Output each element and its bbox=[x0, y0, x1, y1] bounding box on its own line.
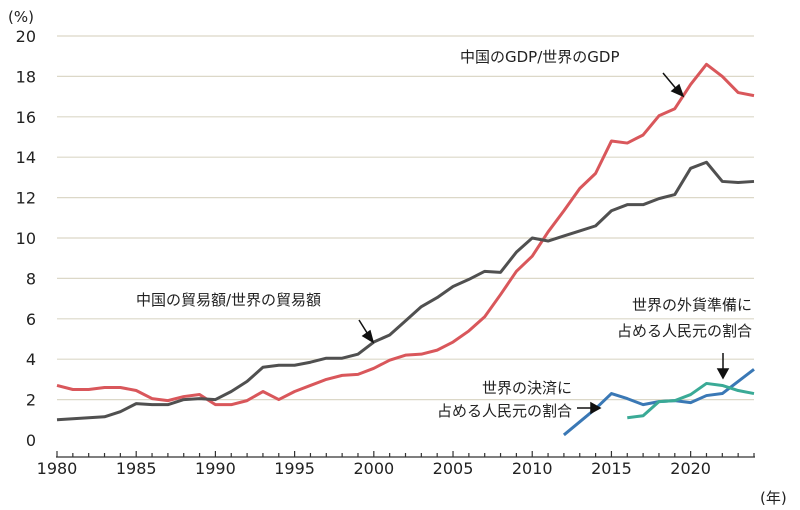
y-tick-label: 4 bbox=[26, 350, 36, 369]
x-tick-label: 2015 bbox=[591, 459, 632, 478]
x-tick-label: 2010 bbox=[512, 459, 553, 478]
x-tick-label: 1980 bbox=[37, 459, 78, 478]
y-tick-label: 14 bbox=[16, 148, 36, 167]
y-tick-label: 18 bbox=[16, 67, 36, 86]
annotation-trade: 中国の貿易額/世界の貿易額 bbox=[136, 291, 321, 309]
annotation-reserves-1: 世界の外貨準備に bbox=[632, 296, 752, 314]
annotation-payments-2: 占める人民元の割合 bbox=[437, 402, 572, 420]
x-tick-label: 2000 bbox=[353, 459, 394, 478]
series-line-1 bbox=[56, 160, 755, 422]
y-tick-label: 2 bbox=[26, 391, 36, 410]
y-tick-label: 12 bbox=[16, 189, 36, 208]
y-tick-label: 10 bbox=[16, 229, 36, 248]
arrowhead-gdp bbox=[670, 83, 685, 98]
y-tick-label: 16 bbox=[16, 108, 36, 127]
series-line-3 bbox=[627, 381, 755, 420]
x-tick-label: 2005 bbox=[433, 459, 474, 478]
arrowhead-payments bbox=[590, 401, 602, 415]
y-tick-label: 8 bbox=[26, 269, 36, 288]
x-tick-label: 1990 bbox=[195, 459, 236, 478]
x-unit-label: (年) bbox=[760, 489, 787, 507]
y-tick-label: 20 bbox=[16, 27, 36, 46]
series-line-0 bbox=[56, 62, 755, 407]
arrowhead-reserves bbox=[716, 368, 730, 380]
annotation-reserves-2: 占める人民元の割合 bbox=[617, 322, 752, 340]
x-tick-label: 1995 bbox=[274, 459, 315, 478]
y-tick-label: 6 bbox=[26, 310, 36, 329]
annotation-payments-1: 世界の決済に bbox=[482, 379, 572, 397]
annotation-gdp: 中国のGDP/世界のGDP bbox=[460, 48, 620, 66]
y-tick-label: 0 bbox=[26, 431, 36, 450]
x-tick-label: 1985 bbox=[116, 459, 157, 478]
x-tick-label: 2020 bbox=[670, 459, 711, 478]
arrowhead-trade bbox=[361, 329, 375, 344]
y-unit-label: (%) bbox=[8, 8, 34, 26]
